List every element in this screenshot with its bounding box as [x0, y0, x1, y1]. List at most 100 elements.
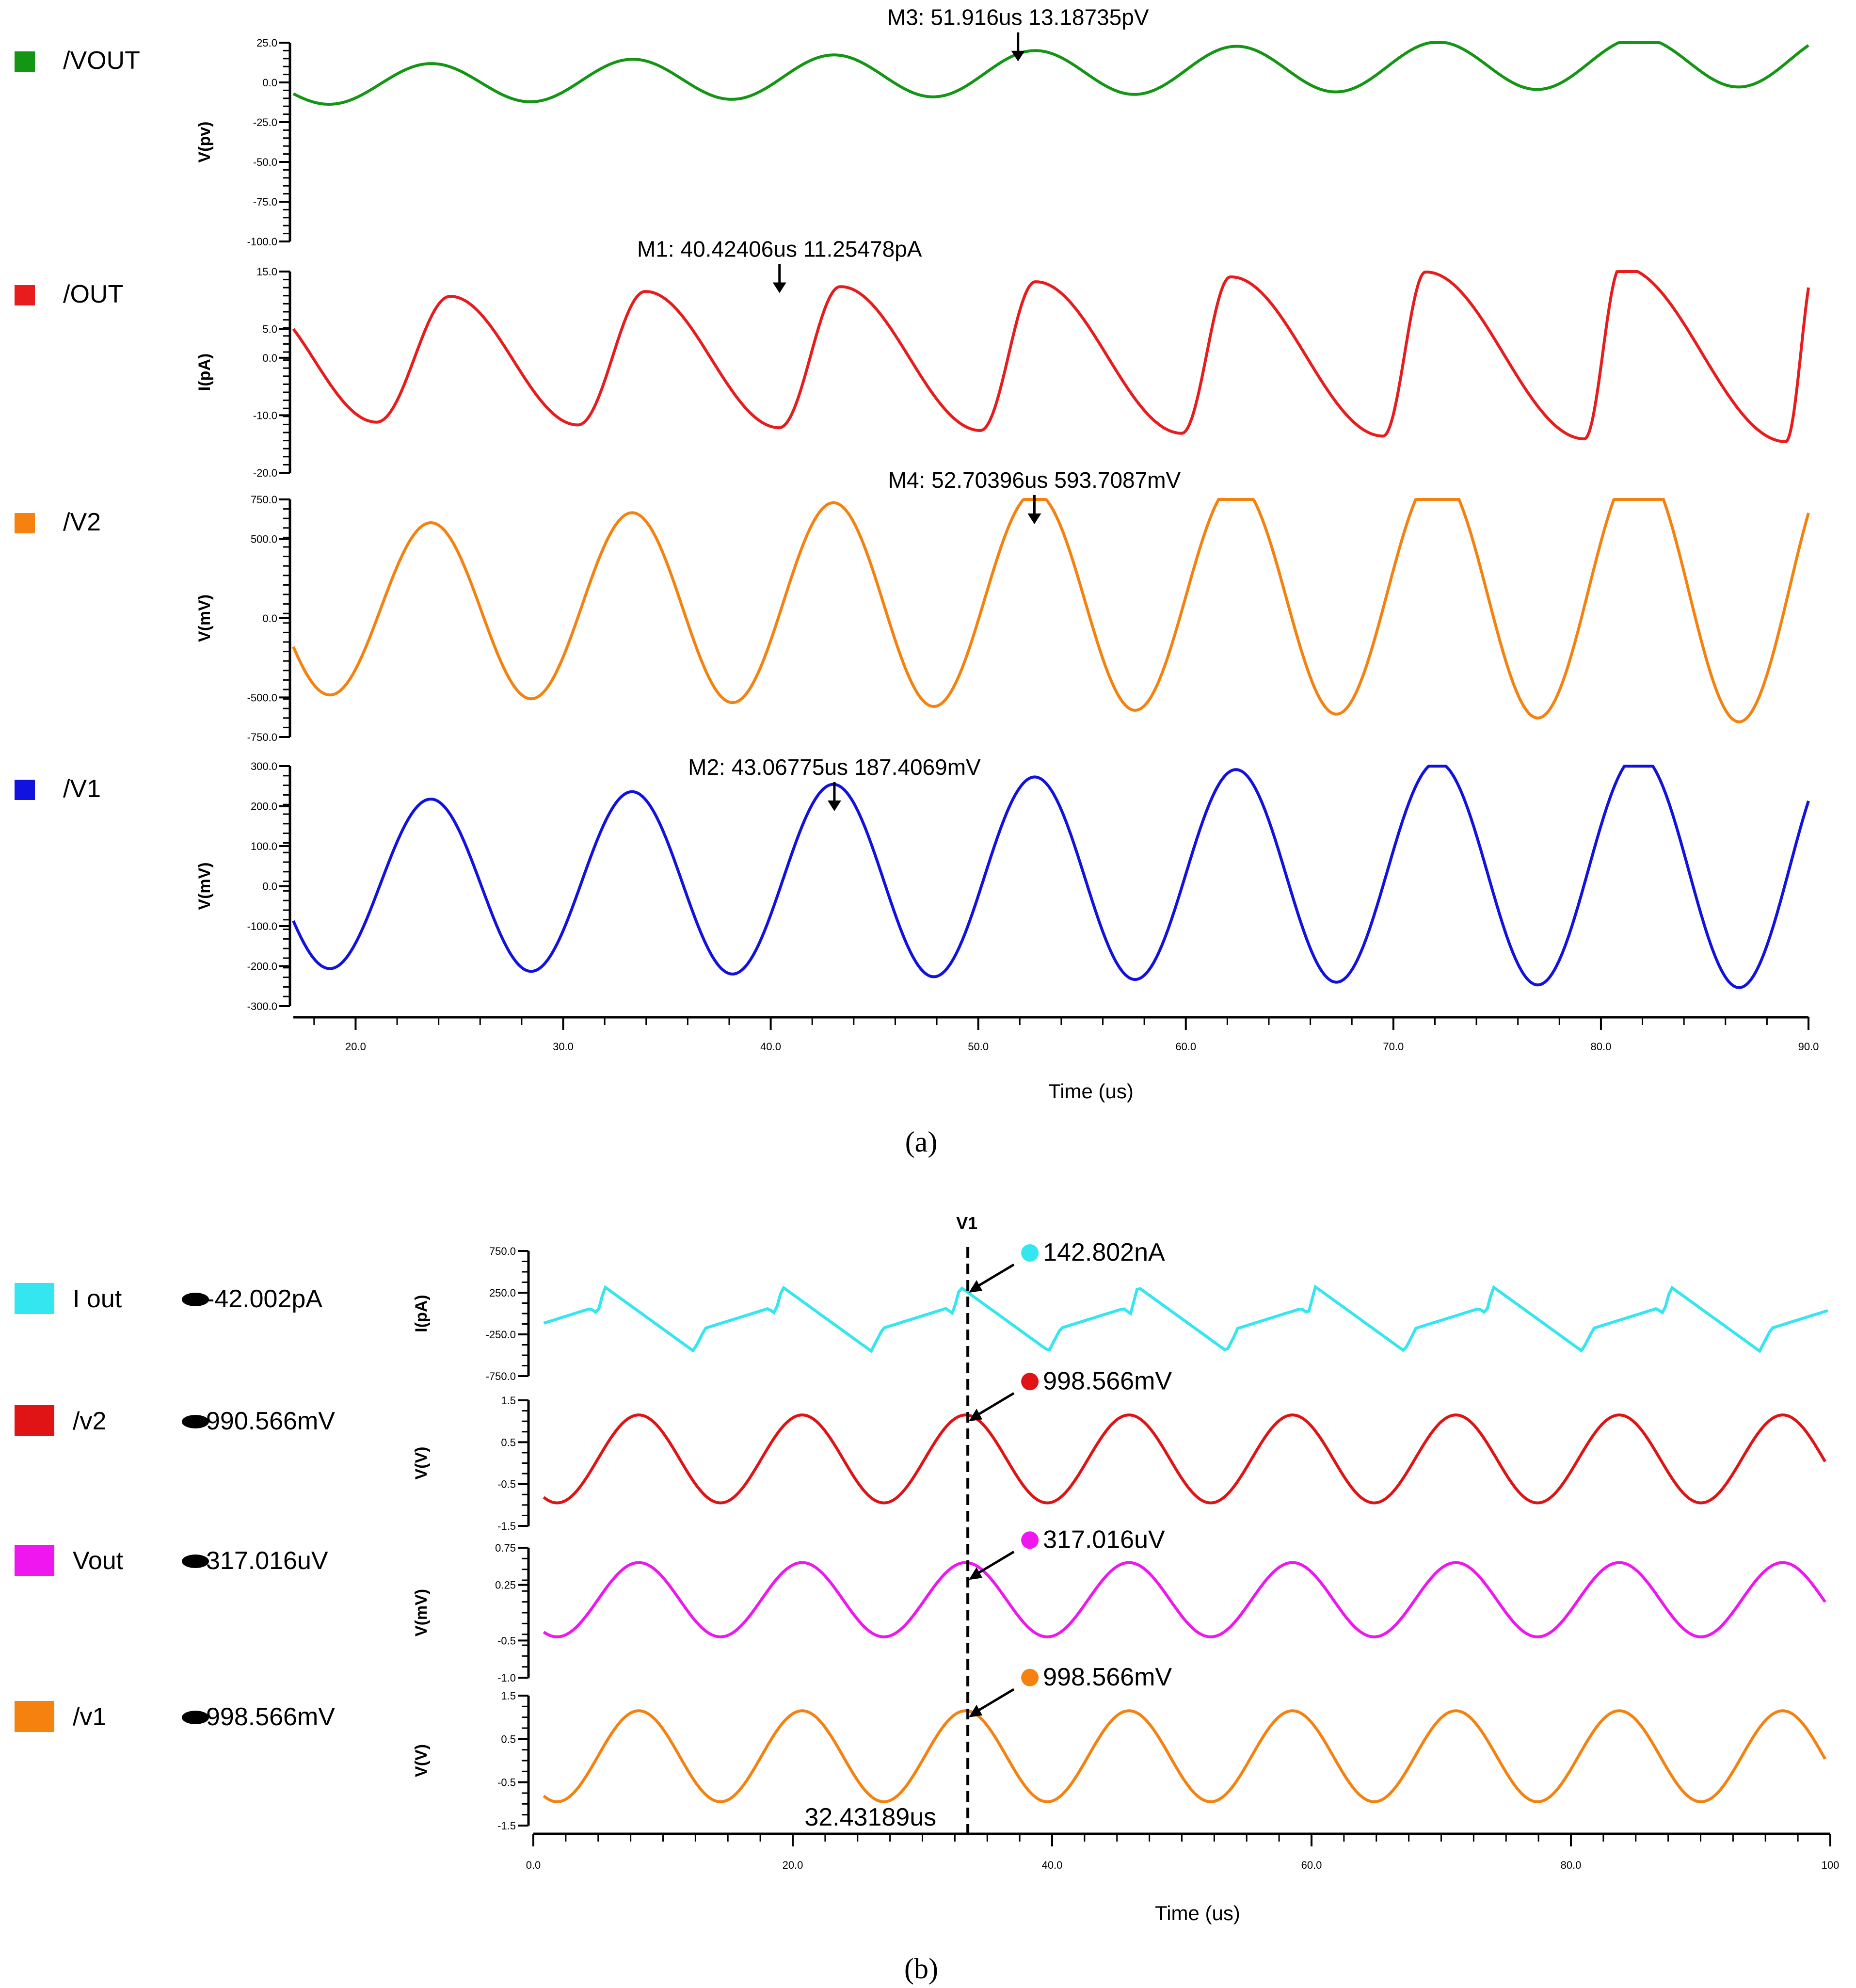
readout-icon — [182, 1415, 209, 1428]
legend-swatch — [15, 1283, 54, 1314]
trace-group-v1: /V1 300.0 200.0 100.0 0.0 -100.0 -200.0 -300.0 V… — [15, 754, 1810, 1012]
panel-a: /VOUT 25.0 0.0 -25.0 -50.0 -75.0 -100.0 V(pv) M3… — [15, 5, 1819, 1103]
marker-label: M2: 43.06775us 187.4069mV — [688, 754, 981, 780]
x-tick-label: 60.0 — [1301, 1859, 1322, 1871]
marker-arrow-head — [1011, 50, 1025, 62]
y-axis-label: V(V) — [412, 1744, 431, 1777]
y-tick-label: -0.5 — [497, 1777, 516, 1789]
y-tick-label: 0.5 — [501, 1436, 516, 1448]
trace-v1 — [292, 765, 1810, 989]
trace-group-v2: /V2 750.0 500.0 0.0 -500.0 -750.0 V(mV) M4: 52.… — [15, 467, 1810, 743]
y-axis-label: V(mV) — [195, 862, 214, 910]
y-tick-label: -1.0 — [497, 1672, 516, 1684]
callout-dot — [1021, 1668, 1039, 1686]
trace-group-b-v2: /v2 990.566mV 1.5 0.5 -0.5 -1.5 V(V) 998.566mV — [15, 1367, 1826, 1532]
legend-swatch — [15, 1405, 54, 1436]
x-tick-label: 30.0 — [553, 1041, 574, 1053]
y-tick-label: -0.5 — [497, 1635, 516, 1647]
marker-arrow-head — [827, 800, 841, 811]
y-tick-label: 5.0 — [262, 323, 277, 336]
y-tick-label: 1.5 — [501, 1690, 516, 1702]
y-tick-label: 0.0 — [262, 77, 277, 89]
y-tick-label: 100.0 — [251, 840, 277, 852]
callout-dot — [1021, 1373, 1039, 1391]
y-tick-label: 0.0 — [262, 612, 277, 625]
trace-b-iout — [543, 1284, 1828, 1353]
y-tick-label: -75.0 — [253, 196, 277, 208]
y-tick-label: -10.0 — [253, 409, 277, 421]
x-tick-label: 100 — [1822, 1859, 1840, 1871]
caption-a: (a) — [905, 1126, 938, 1158]
marker-label: M3: 51.916us 13.18735pV — [887, 5, 1149, 30]
x-axis-title: Time (us) — [1155, 1902, 1240, 1924]
y-tick-label: -750.0 — [247, 731, 277, 743]
x-tick-label: 0.0 — [526, 1859, 541, 1871]
x-tick-label: 80.0 — [1591, 1041, 1612, 1053]
y-tick-label: 1.5 — [501, 1395, 516, 1407]
callout-arrowhead — [969, 1704, 983, 1717]
y-tick-label: 250.0 — [489, 1287, 516, 1299]
y-tick-label: -50.0 — [253, 156, 277, 168]
trace-group-vout: /VOUT 25.0 0.0 -25.0 -50.0 -75.0 -100.0 V(pv) M3… — [15, 5, 1809, 248]
readout-value: 990.566mV — [206, 1407, 335, 1435]
readout-value: -42.002pA — [206, 1285, 322, 1313]
readout-icon — [182, 1555, 209, 1568]
legend-swatch — [15, 1701, 54, 1732]
y-axis-label: V(pv) — [195, 122, 214, 163]
caption-b: (b) — [904, 1953, 938, 1985]
x-tick-label: 70.0 — [1383, 1041, 1404, 1053]
y-tick-label: 200.0 — [251, 801, 277, 813]
x-axis-group-b: 0.0 20.0 40.0 60.0 80.0 100 Time (us) — [526, 1832, 1840, 1924]
y-tick-label: -100.0 — [247, 236, 277, 248]
y-tick-label: -500.0 — [247, 691, 277, 704]
legend-label: /v1 — [73, 1703, 106, 1731]
x-tick-label: 80.0 — [1561, 1859, 1582, 1871]
y-tick-label: 750.0 — [489, 1245, 516, 1257]
y-tick-label: 500.0 — [251, 533, 277, 545]
trace-group-b-v1: /v1 998.566mV 1.5 0.5 -0.5 -1.5 V(V) 998.566mV — [15, 1663, 1826, 1832]
cursor-value: 998.566mV — [1043, 1367, 1172, 1395]
legend-swatch — [15, 1545, 54, 1576]
trace-group-b-iout: I out -42.002pA 750.0 250.0 -250.0 -750.0 I(pA… — [15, 1238, 1828, 1382]
legend-label: /VOUT — [63, 47, 140, 75]
y-axis-label: V(V) — [412, 1447, 431, 1480]
legend-label: /V2 — [63, 508, 101, 536]
legend-label: /v2 — [73, 1407, 106, 1435]
legend-label: I out — [73, 1285, 122, 1313]
trace-b-v2 — [543, 1413, 1826, 1505]
y-tick-label: 0.25 — [495, 1579, 516, 1591]
y-tick-label: 15.0 — [256, 266, 277, 278]
y-tick-label: -20.0 — [253, 467, 277, 479]
marker-label: M1: 40.42406us 11.25478pA — [637, 236, 922, 261]
trace-b-v1 — [543, 1709, 1826, 1803]
legend-label: Vout — [73, 1547, 124, 1575]
callout-arrowhead — [969, 1280, 983, 1293]
callout-arrowhead — [969, 1409, 983, 1422]
marker-label: M4: 52.70396us 593.7087mV — [888, 467, 1181, 493]
legend-label: /V1 — [63, 775, 101, 803]
marker-arrow-head — [772, 282, 786, 293]
readout-value: 317.016uV — [206, 1547, 328, 1575]
y-tick-label: 300.0 — [251, 760, 277, 772]
y-tick-label: -100.0 — [247, 920, 277, 932]
trace-b-vout — [543, 1561, 1826, 1638]
y-tick-label: 750.0 — [251, 494, 277, 506]
y-tick-label: -1.5 — [497, 1820, 516, 1832]
x-tick-label: 20.0 — [783, 1859, 803, 1871]
trace-group-out: /OUT 15.0 5.0 0.0 -10.0 -20.0 I(pA) M1: 40.4240… — [15, 236, 1810, 479]
marker-arrow-head — [1027, 513, 1041, 525]
readout-icon — [182, 1293, 209, 1306]
trace-out — [292, 270, 1810, 443]
y-tick-label: 0.75 — [495, 1542, 516, 1554]
legend-swatch — [15, 51, 35, 72]
trace-group-b-vout: Vout 317.016uV 0.75 0.25 -0.5 -1.0 V(mV) 317.01… — [15, 1525, 1826, 1684]
x-tick-label: 60.0 — [1175, 1041, 1196, 1053]
y-tick-label: 0.0 — [262, 881, 277, 893]
legend-swatch — [15, 513, 35, 533]
readout-value: 998.566mV — [206, 1703, 335, 1731]
legend-swatch — [15, 285, 35, 305]
x-axis-group: 20.0 30.0 40.0 50.0 60.0 70.0 80.0 90.0 Time (us… — [293, 1016, 1819, 1103]
callout-arrowhead — [969, 1567, 983, 1580]
cursor-value: 998.566mV — [1043, 1663, 1172, 1691]
